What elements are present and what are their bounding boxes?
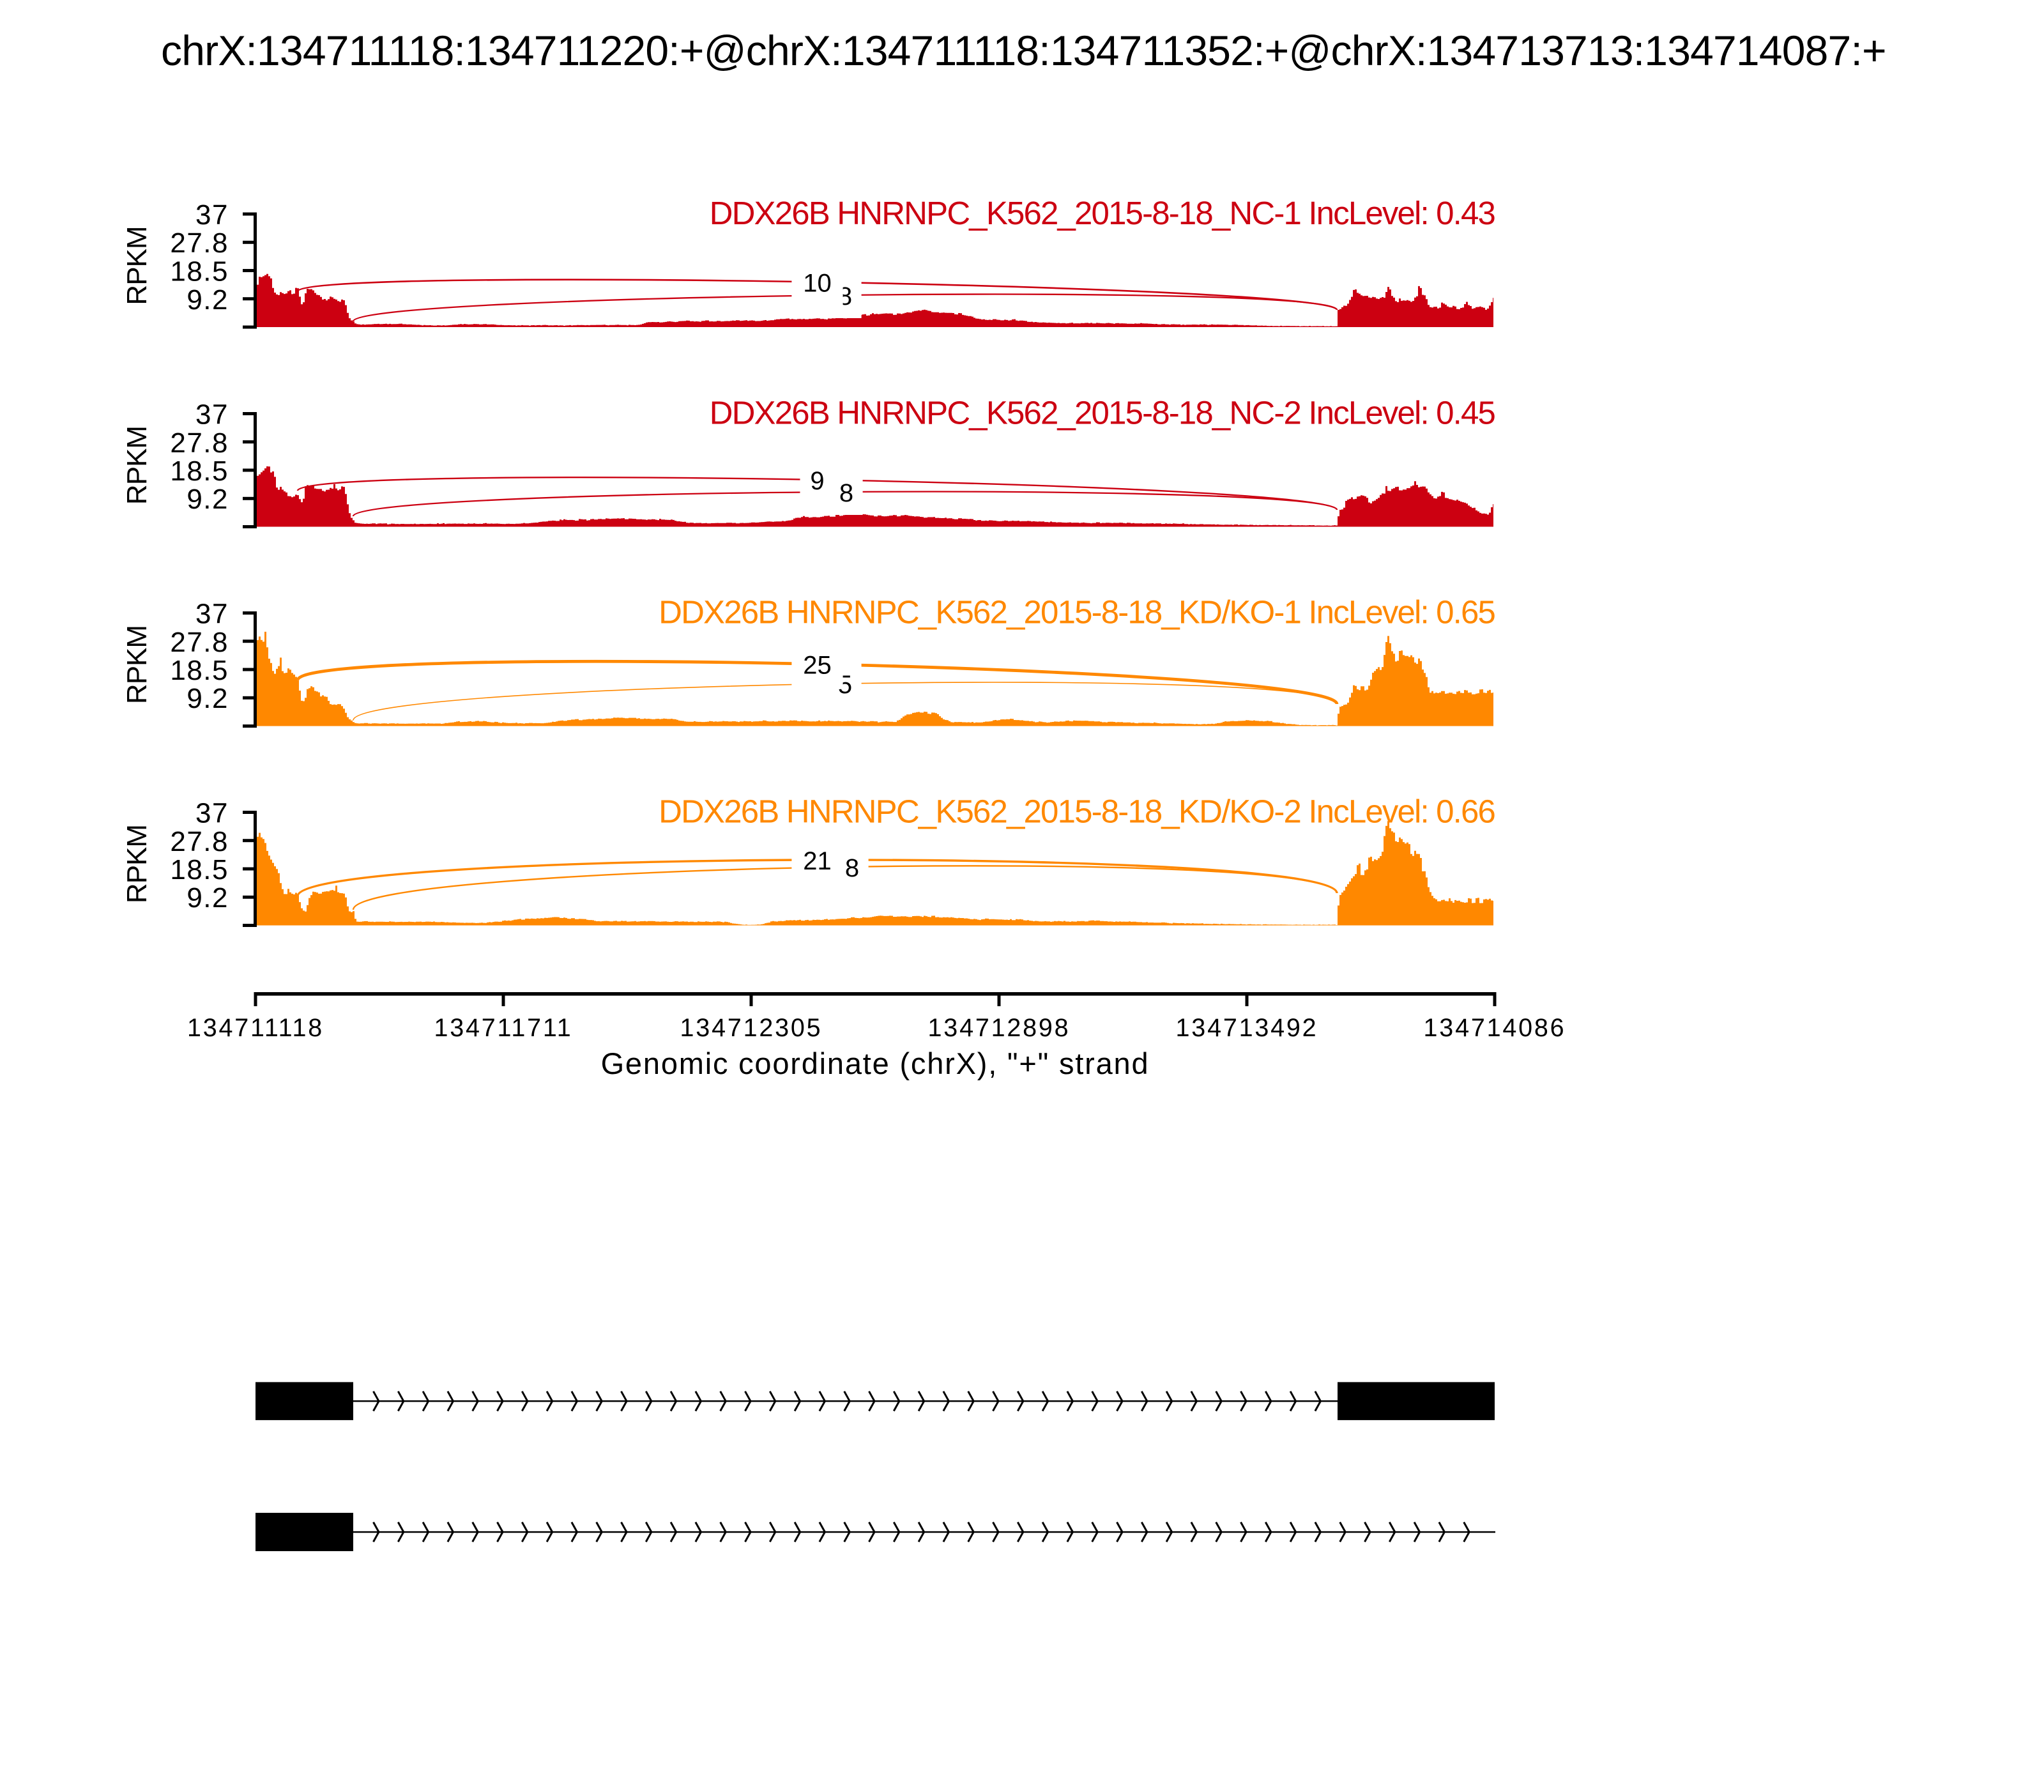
svg-text:8: 8 (839, 479, 853, 507)
svg-text:18.5: 18.5 (170, 256, 229, 287)
svg-text:8: 8 (845, 854, 859, 882)
svg-text:134711118: 134711118 (187, 1014, 324, 1042)
svg-text:9: 9 (810, 467, 824, 495)
svg-text:18.5: 18.5 (170, 655, 229, 686)
svg-text:37: 37 (195, 399, 229, 431)
svg-text:Genomic coordinate (chrX), "+": Genomic coordinate (chrX), "+" strand (601, 1046, 1150, 1080)
svg-text:134714086: 134714086 (1424, 1014, 1566, 1042)
svg-text:27.8: 27.8 (170, 826, 229, 857)
svg-text:DDX26B HNRNPC_K562_2015-8-18_N: DDX26B HNRNPC_K562_2015-8-18_NC-1 IncLev… (710, 195, 1495, 231)
svg-text:134712305: 134712305 (680, 1014, 823, 1042)
svg-text:DDX26B HNRNPC_K562_2015-8-18_K: DDX26B HNRNPC_K562_2015-8-18_KD/KO-2 Inc… (659, 793, 1495, 830)
svg-text:chrX:134711118:134711220:+@chr: chrX:134711118:134711220:+@chrX:13471111… (161, 27, 1886, 74)
svg-text:DDX26B HNRNPC_K562_2015-8-18_N: DDX26B HNRNPC_K562_2015-8-18_NC-2 IncLev… (710, 395, 1495, 431)
svg-text:27.8: 27.8 (170, 627, 229, 658)
svg-text:27.8: 27.8 (170, 227, 229, 259)
svg-text:37: 37 (195, 798, 229, 829)
svg-text:27.8: 27.8 (170, 427, 229, 459)
svg-text:10: 10 (803, 270, 832, 298)
svg-text:134712898: 134712898 (928, 1014, 1071, 1042)
svg-text:37: 37 (195, 599, 229, 630)
svg-text:9.2: 9.2 (187, 484, 229, 515)
svg-text:134713492: 134713492 (1176, 1014, 1318, 1042)
svg-text:DDX26B HNRNPC_K562_2015-8-18_K: DDX26B HNRNPC_K562_2015-8-18_KD/KO-1 Inc… (659, 594, 1495, 631)
svg-text:RPKM: RPKM (121, 625, 153, 704)
svg-text:37: 37 (195, 199, 229, 231)
svg-text:RPKM: RPKM (121, 426, 153, 505)
svg-text:18.5: 18.5 (170, 854, 229, 885)
svg-text:RPKM: RPKM (121, 226, 153, 305)
svg-text:9.2: 9.2 (187, 284, 229, 316)
svg-text:RPKM: RPKM (121, 825, 153, 903)
svg-text:9.2: 9.2 (187, 683, 229, 714)
svg-text:21: 21 (803, 847, 832, 875)
svg-text:134711711: 134711711 (434, 1014, 572, 1042)
svg-text:18.5: 18.5 (170, 456, 229, 487)
svg-text:9.2: 9.2 (187, 882, 229, 914)
svg-text:25: 25 (803, 652, 832, 680)
